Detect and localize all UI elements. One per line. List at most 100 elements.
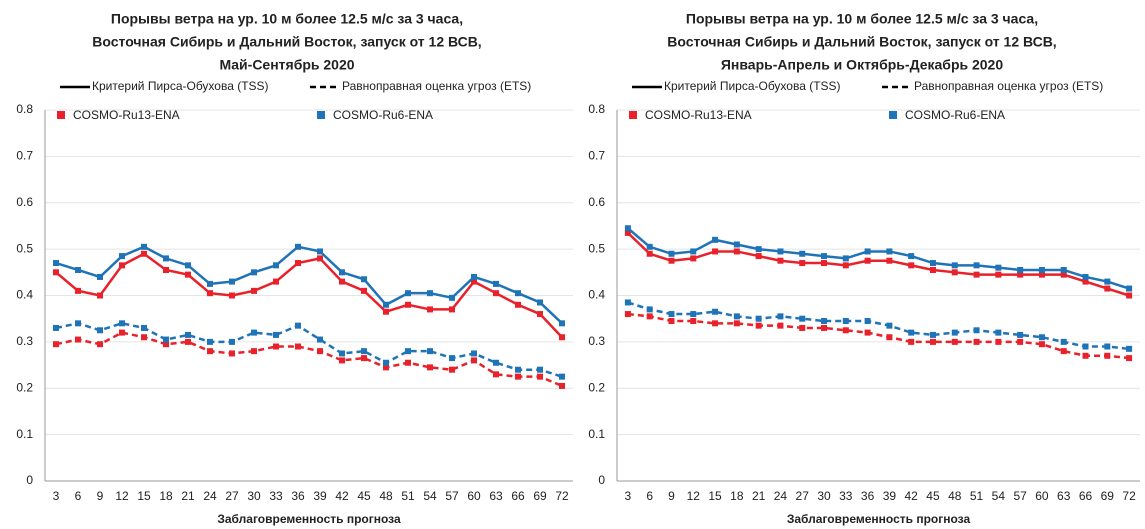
x-tick-label: 39 — [883, 489, 897, 503]
marker — [141, 250, 147, 257]
x-tick-label: 12 — [687, 489, 701, 503]
marker — [755, 322, 762, 329]
marker — [908, 262, 915, 269]
legend-label: Критерий Пирса-Обухова (TSS) — [664, 79, 841, 93]
marker — [119, 262, 125, 269]
x-tick-label: 57 — [445, 489, 459, 503]
marker — [493, 280, 499, 287]
marker — [799, 260, 806, 267]
marker — [405, 359, 411, 366]
marker — [471, 273, 477, 280]
marker — [559, 320, 565, 327]
marker — [755, 253, 762, 260]
marker — [207, 338, 213, 345]
legend-swatch — [629, 111, 637, 119]
marker — [668, 257, 675, 264]
marker — [712, 248, 719, 255]
legend-swatch — [317, 111, 325, 119]
marker — [864, 329, 871, 336]
x-tick-label: 66 — [511, 489, 525, 503]
marker — [97, 327, 103, 334]
marker — [842, 327, 849, 334]
y-tick-label: 0.8 — [588, 102, 605, 116]
marker — [251, 287, 257, 294]
marker — [207, 280, 213, 287]
x-tick-label: 15 — [708, 489, 722, 503]
y-tick-label: 0.6 — [588, 195, 605, 209]
marker — [559, 373, 565, 380]
marker — [471, 278, 477, 285]
marker — [1126, 355, 1133, 362]
marker — [295, 243, 301, 250]
x-tick-label: 54 — [992, 489, 1006, 503]
legend-label: Равноправная оценка угроз (ETS) — [342, 79, 531, 93]
marker — [646, 243, 653, 250]
y-tick-label: 0.5 — [16, 241, 33, 255]
x-tick-label: 48 — [379, 489, 393, 503]
x-tick-label: 6 — [75, 489, 82, 503]
marker — [515, 366, 521, 373]
x-tick-label: 45 — [357, 489, 371, 503]
marker — [690, 318, 697, 325]
marker — [1017, 266, 1024, 273]
x-tick-label: 51 — [970, 489, 984, 503]
marker — [777, 248, 784, 255]
marker — [229, 338, 235, 345]
marker — [624, 225, 631, 232]
marker — [646, 306, 653, 313]
y-tick-label: 0.3 — [16, 334, 33, 348]
x-tick-label: 72 — [1122, 489, 1136, 503]
marker — [317, 336, 323, 343]
marker — [951, 262, 958, 269]
marker — [53, 324, 59, 331]
marker — [141, 324, 147, 331]
marker — [53, 260, 59, 267]
tss-line — [55, 245, 563, 325]
marker — [317, 255, 323, 262]
marker — [427, 290, 433, 297]
legend-label: COSMO-Ru13-ENA — [73, 108, 180, 122]
marker — [777, 322, 784, 329]
marker — [427, 348, 433, 355]
marker — [361, 287, 367, 294]
x-tick-label: 9 — [668, 489, 675, 503]
x-tick-label: 24 — [203, 489, 217, 503]
y-tick-label: 0.3 — [588, 334, 605, 348]
x-tick-label: 30 — [247, 489, 261, 503]
marker — [229, 350, 235, 357]
y-tick-label: 0.1 — [588, 427, 605, 441]
marker — [646, 313, 653, 320]
marker — [777, 313, 784, 320]
y-tick-label: 0.5 — [588, 241, 605, 255]
marker — [119, 320, 125, 327]
marker — [1060, 348, 1067, 355]
marker — [886, 334, 893, 341]
x-tick-label: 36 — [291, 489, 305, 503]
marker — [383, 364, 389, 371]
marker — [75, 336, 81, 343]
marker — [951, 329, 958, 336]
y-tick-label: 0.2 — [16, 380, 33, 394]
x-tick-label: 69 — [533, 489, 547, 503]
marker — [886, 322, 893, 329]
legend-label: Равноправная оценка угроз (ETS) — [914, 79, 1103, 93]
marker — [690, 248, 697, 255]
marker — [537, 299, 543, 306]
x-tick-label: 6 — [646, 489, 653, 503]
x-tick-label: 54 — [423, 489, 437, 503]
y-tick-label: 0.8 — [16, 102, 33, 116]
marker — [690, 311, 697, 318]
marker — [493, 359, 499, 366]
marker — [251, 348, 257, 355]
marker — [207, 348, 213, 355]
ets-line — [627, 301, 1130, 351]
marker — [995, 264, 1002, 271]
marker — [908, 253, 915, 260]
marker — [1104, 352, 1111, 359]
x-tick-label: 60 — [467, 489, 481, 503]
marker — [1038, 334, 1045, 341]
marker — [821, 260, 828, 267]
y-tick-label: 0.7 — [588, 149, 605, 163]
marker — [273, 343, 279, 350]
x-tick-label: 9 — [97, 489, 104, 503]
